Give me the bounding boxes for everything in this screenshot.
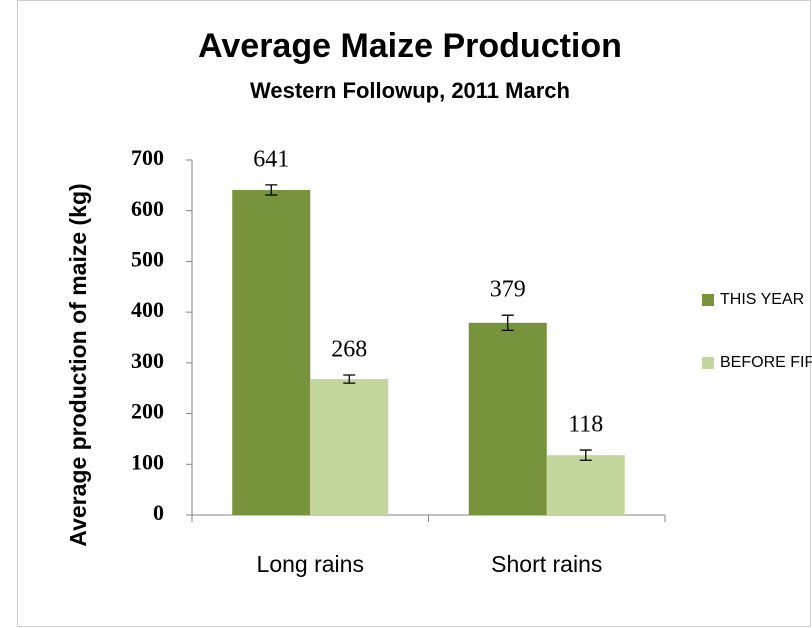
bar: [310, 379, 389, 515]
error-bar: [579, 449, 592, 461]
bar: [232, 189, 311, 515]
chart-title: Average Maize Production: [198, 27, 622, 65]
y-tick-label: 0: [153, 500, 164, 525]
y-tick-label: 400: [131, 297, 164, 322]
y-tick-label: 200: [131, 399, 164, 424]
data-label: 641: [253, 146, 289, 172]
y-tick-label: 100: [131, 449, 164, 474]
legend-swatch: [702, 357, 714, 369]
legend-swatch: [702, 294, 714, 306]
bar: [546, 455, 625, 515]
data-label: 268: [331, 337, 367, 363]
chart-frame: [17, 0, 811, 627]
x-tick-label: Short rains: [491, 551, 602, 577]
data-label: 118: [568, 412, 603, 438]
data-label: 379: [490, 277, 526, 303]
bar: [468, 322, 547, 515]
y-tick-label: 600: [131, 196, 164, 221]
error-bar: [265, 184, 278, 196]
y-tick-label: 500: [131, 246, 164, 271]
legend-label: BEFORE FIPS: [720, 354, 812, 371]
error-bar: [343, 374, 356, 384]
chart-subtitle: Western Followup, 2011 March: [250, 78, 570, 103]
legend-label: THIS YEAR: [720, 291, 804, 308]
error-bar: [501, 314, 514, 332]
x-tick-label: Long rains: [257, 551, 364, 577]
y-axis-title: Average production of maize (kg): [65, 183, 91, 546]
y-tick-label: 300: [131, 348, 164, 373]
y-tick-label: 700: [131, 145, 164, 170]
